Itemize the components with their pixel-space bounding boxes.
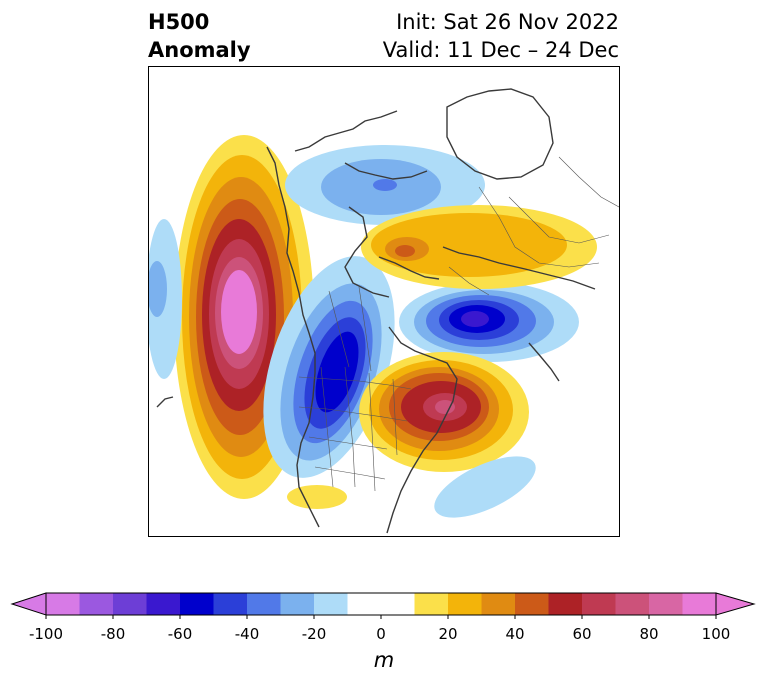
anomaly-map-svg [149,88,619,534]
colorbar-tick-label: 0 [376,625,386,643]
colorbar-bin [515,593,549,615]
colorbar-bin [247,593,281,615]
colorbar-bin [649,593,683,615]
colorbar-bin [46,593,80,615]
colorbar-bin [481,593,516,615]
colorbar-bin [682,593,717,615]
borders [298,156,619,492]
colorbar-bin [280,593,315,615]
colorbar-tick-label: -20 [301,625,327,643]
colorbar-bin [180,593,214,615]
colorbar-tick-label: -100 [28,625,64,643]
colorbar-bin [582,593,616,615]
colorbar-tick-label: 80 [639,625,659,643]
colorbar-bin [414,593,449,615]
init-date-label: Init: Sat 26 Nov 2022 [396,10,619,34]
colorbar-bin [314,593,348,615]
ridge-eurasia [361,205,597,289]
trough-pacific [149,219,182,379]
colorbar-tick-label: 100 [701,625,731,643]
colorbar-units-label: m [373,648,395,672]
colorbar-bin [615,593,650,615]
colorbar-extend-min [10,592,47,616]
colorbar-bin [381,593,415,615]
colorbar-bin [79,593,114,615]
colorbar-bin [448,593,482,615]
chart-title: H500 Anomaly [148,8,251,64]
colorbar-extend-max [715,592,756,616]
colorbar-tick-label: 60 [572,625,592,643]
variable-label: H500 [148,10,210,34]
colorbar-tick-label: 40 [505,625,525,643]
valid-range-label: Valid: 11 Dec – 24 Dec [382,38,619,62]
colorbar-bin [347,593,382,615]
colorbar [10,592,756,619]
colorbar-bin [548,593,583,615]
colorbar-tick-label: -40 [234,625,260,643]
colorbar-bin [113,593,147,615]
ridge-baja [287,485,347,509]
anomaly-map [148,66,620,537]
colorbar-bin [146,593,181,615]
colorbar-tick-label: 20 [438,625,458,643]
colorbar-tick-label: -60 [167,625,193,643]
trough-east-coast [434,456,536,518]
coastlines [156,88,596,534]
date-info: Init: Sat 26 Nov 2022 Valid: 11 Dec – 24… [383,8,619,64]
trough-atlantic [399,282,579,362]
colorbar-tick-label: -80 [100,625,126,643]
ridge-eastern-canada [359,352,529,472]
quantity-label: Anomaly [148,38,251,62]
trough-arctic [285,145,485,225]
colorbar-bin [213,593,248,615]
